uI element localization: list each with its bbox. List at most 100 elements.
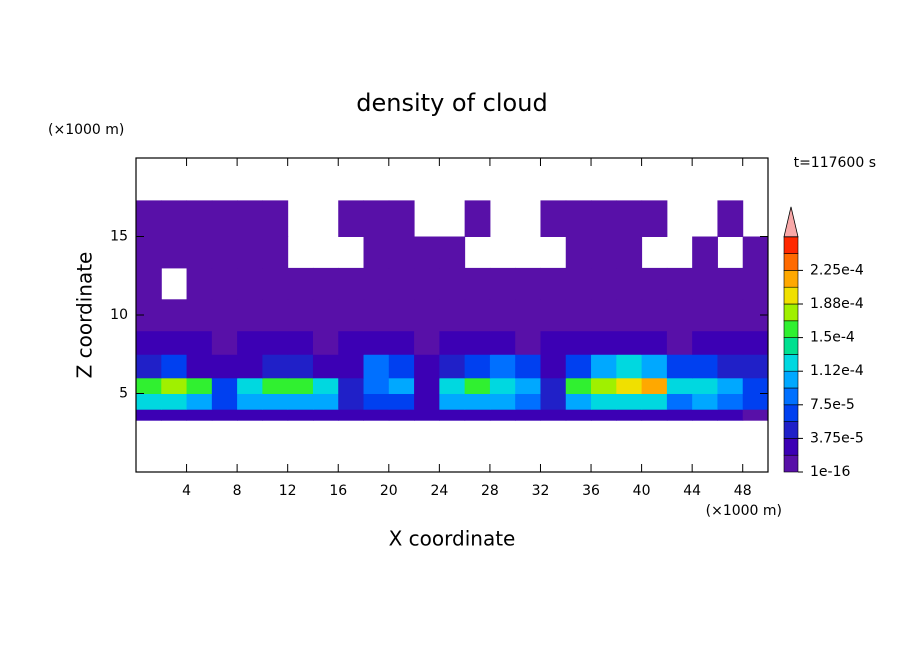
contour-cell (287, 393, 314, 410)
x-tick-label: 12 (279, 483, 297, 499)
colorbar-box (783, 337, 799, 355)
contour-cell (742, 377, 769, 394)
contour-cell (363, 377, 390, 394)
contour-cell (287, 267, 314, 300)
contour-cell (312, 409, 339, 421)
contour-cell (540, 267, 567, 300)
contour-cell (338, 354, 365, 379)
colorbar-box (783, 270, 799, 288)
contour-cell (262, 299, 289, 332)
contour-cell (388, 377, 415, 394)
x-tick-label: 40 (633, 483, 651, 499)
contour-cell (211, 236, 238, 269)
contour-cell (211, 409, 238, 421)
contour-cell (211, 200, 238, 237)
contour-cell (666, 393, 693, 410)
contour-cell (591, 299, 617, 332)
contour-cell (616, 200, 643, 237)
contour-cell (136, 354, 162, 379)
contour-cell (616, 393, 643, 410)
colorbar-box (783, 286, 799, 305)
x-tick-label: 20 (380, 483, 398, 499)
contour-cell (540, 377, 567, 394)
contour-cell (363, 330, 390, 355)
contour-cell (464, 393, 491, 410)
x-tick-label: 16 (329, 483, 347, 499)
contour-cell (692, 236, 718, 269)
contour-cell (312, 354, 339, 379)
contour-cell (338, 299, 365, 332)
contour-cell (237, 330, 263, 355)
contour-cell (287, 409, 314, 421)
contour-cell (591, 236, 617, 269)
contour-cell (388, 393, 415, 410)
contour-cell (692, 330, 718, 355)
contour-cell (186, 393, 213, 410)
contour-cell (388, 354, 415, 379)
colorbar-tick-label: 1.5e-4 (810, 330, 855, 346)
contour-cell (338, 267, 365, 300)
y-tick-label: 10 (110, 307, 128, 323)
x-unit: (×1000 m) (706, 503, 782, 519)
contour-cell (338, 330, 365, 355)
contour-cell (136, 236, 162, 269)
colorbar-box (783, 404, 799, 422)
contour-cell (363, 393, 390, 410)
contour-cell (211, 377, 238, 394)
contour-cell (186, 236, 213, 269)
contour-cell (565, 299, 592, 332)
contour-cell (591, 330, 617, 355)
contour-cell (489, 377, 516, 394)
contour-cell (161, 377, 188, 394)
contour-cell (136, 409, 162, 421)
contour-cell (515, 409, 541, 421)
contour-cell (616, 377, 643, 394)
contour-cell (641, 393, 668, 410)
colorbar-box (783, 370, 799, 389)
contour-cell (312, 393, 339, 410)
contour-cell (439, 409, 466, 421)
contour-cell (591, 267, 617, 300)
colorbar: 1e-16 3.75e-5 7.5e-5 1.12e-4 1.5e-4 1.88e-4 2.… (783, 206, 864, 480)
contour-cell (312, 267, 339, 300)
contour-cell (388, 330, 415, 355)
contour-cell (388, 236, 415, 269)
x-tick-label: 48 (734, 483, 752, 499)
contour-cell (388, 267, 415, 300)
colorbar-box (783, 253, 799, 271)
colorbar-tick-label: 1.12e-4 (810, 363, 864, 379)
contour-cell (161, 200, 188, 237)
contour-cell (287, 377, 314, 394)
contour-cell (161, 393, 188, 410)
x-tick-label: 36 (582, 483, 600, 499)
contour-cell (515, 354, 541, 379)
contour-cell (237, 393, 263, 410)
contour-cell (439, 393, 466, 410)
contour-cell (591, 354, 617, 379)
contour-cell (262, 330, 289, 355)
contour-cell (692, 393, 718, 410)
y-axis-label: Z coordinate (73, 252, 97, 379)
contour-cell (211, 393, 238, 410)
contour-cell (742, 393, 769, 410)
x-tick-label: 44 (683, 483, 701, 499)
contour-cell (439, 354, 466, 379)
contour-cell (161, 354, 188, 379)
contour-cell (161, 409, 188, 421)
x-tick-label: 24 (430, 483, 448, 499)
contour-cell (363, 236, 390, 269)
contour-cell (287, 299, 314, 332)
contour-cell (161, 330, 188, 355)
contour-cell (186, 267, 213, 300)
contour-cell (616, 299, 643, 332)
contour-cell (616, 330, 643, 355)
contour-cell (641, 267, 668, 300)
contour-cell (464, 299, 491, 332)
contour-cell (641, 354, 668, 379)
contour-cell (262, 236, 289, 269)
colorbar-tick-label: 1e-16 (810, 464, 850, 480)
contour-cell (692, 267, 718, 300)
contour-cell (388, 409, 415, 421)
contour-cell (464, 409, 491, 421)
contour-cell (717, 377, 744, 394)
